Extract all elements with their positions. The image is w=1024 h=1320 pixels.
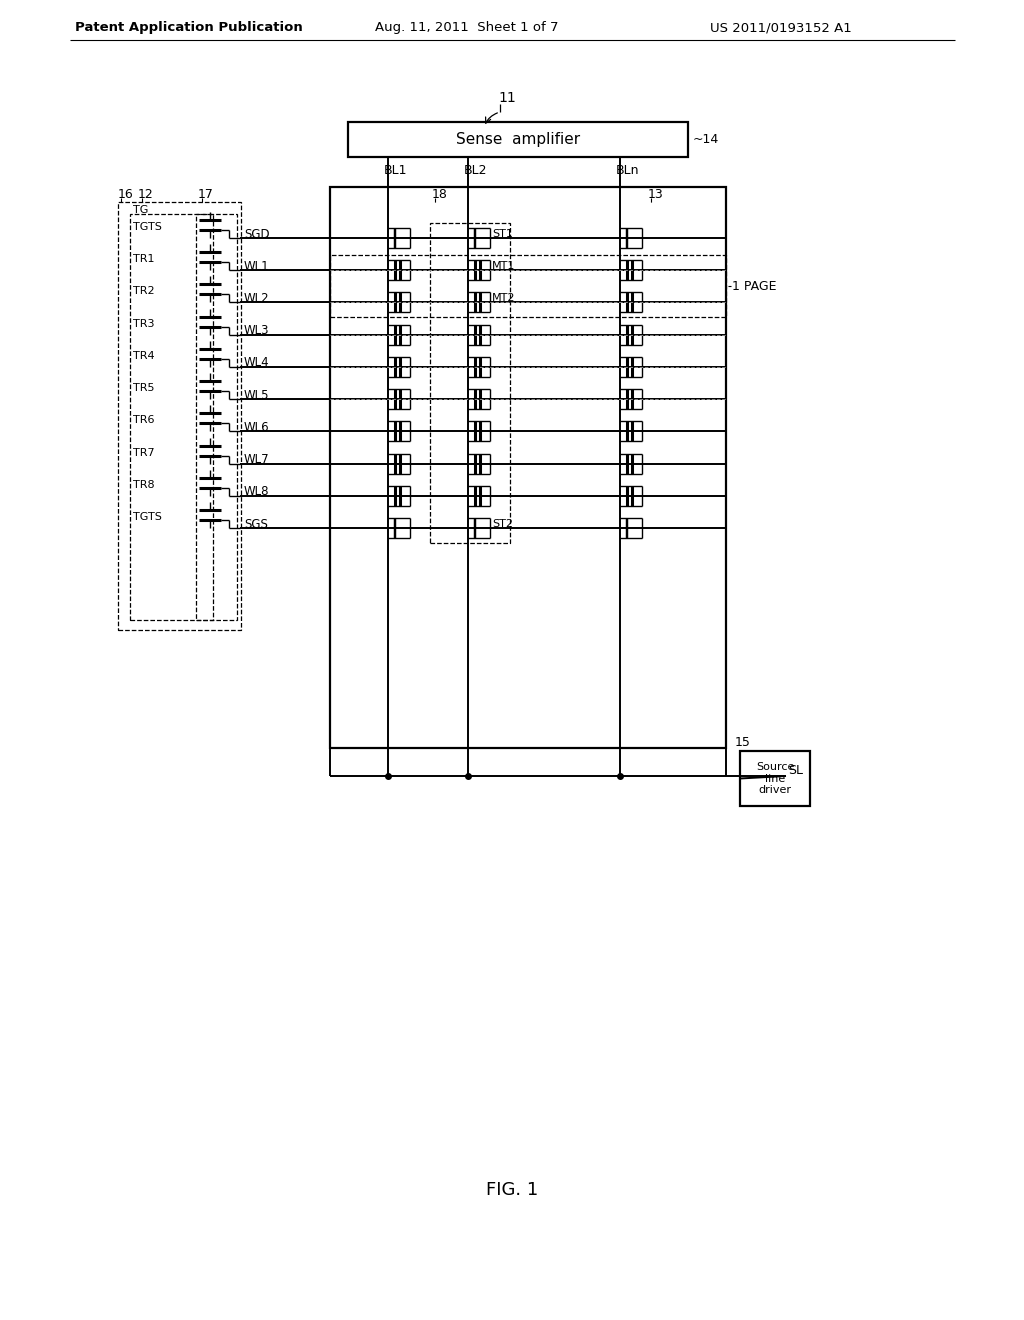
Text: Sense  amplifier: Sense amplifier — [456, 132, 580, 147]
Bar — [118, 202, 241, 630]
Text: TR6: TR6 — [133, 416, 155, 425]
Bar — [130, 214, 213, 620]
Text: TR1: TR1 — [133, 255, 155, 264]
Bar — [430, 223, 510, 543]
Text: ST2: ST2 — [492, 519, 513, 529]
Text: SGS: SGS — [244, 517, 268, 531]
Text: 1 PAGE: 1 PAGE — [732, 280, 776, 293]
Text: WL7: WL7 — [244, 453, 269, 466]
Text: 11: 11 — [498, 91, 516, 106]
Text: BL2: BL2 — [464, 165, 487, 177]
Text: FIG. 1: FIG. 1 — [485, 1181, 539, 1199]
Text: 13: 13 — [648, 187, 664, 201]
Text: Patent Application Publication: Patent Application Publication — [75, 21, 303, 34]
Text: TR3: TR3 — [133, 318, 155, 329]
Text: WL6: WL6 — [244, 421, 269, 434]
Text: TR7: TR7 — [133, 447, 155, 458]
Text: SGD: SGD — [244, 227, 269, 240]
Text: ST1: ST1 — [492, 228, 513, 239]
Text: WL3: WL3 — [244, 325, 269, 337]
Text: MT1: MT1 — [492, 261, 515, 271]
Text: Source
line
driver: Source line driver — [756, 762, 795, 795]
Text: TG: TG — [133, 205, 148, 215]
Text: Aug. 11, 2011  Sheet 1 of 7: Aug. 11, 2011 Sheet 1 of 7 — [375, 21, 558, 34]
Text: TGTS: TGTS — [133, 512, 162, 521]
Text: 15: 15 — [735, 737, 751, 750]
Text: TR8: TR8 — [133, 479, 155, 490]
Text: SL: SL — [788, 764, 803, 777]
Bar — [330, 187, 726, 748]
Text: 18: 18 — [432, 187, 447, 201]
Text: TR5: TR5 — [133, 383, 155, 393]
Text: WL2: WL2 — [244, 292, 269, 305]
Text: 16: 16 — [118, 187, 134, 201]
Text: WL4: WL4 — [244, 356, 269, 370]
Text: WL8: WL8 — [244, 486, 269, 498]
Text: TR4: TR4 — [133, 351, 155, 360]
Text: WL1: WL1 — [244, 260, 269, 273]
Text: TR2: TR2 — [133, 286, 155, 297]
Text: 17: 17 — [198, 187, 214, 201]
Bar — [330, 255, 726, 317]
Text: ~14: ~14 — [693, 133, 719, 147]
Text: BL1: BL1 — [384, 165, 408, 177]
Text: MT2: MT2 — [492, 293, 515, 304]
Bar — [196, 214, 237, 620]
Text: US 2011/0193152 A1: US 2011/0193152 A1 — [710, 21, 852, 34]
Text: TGTS: TGTS — [133, 222, 162, 232]
Bar — [348, 121, 688, 157]
Text: 12: 12 — [138, 187, 154, 201]
Text: WL5: WL5 — [244, 388, 269, 401]
Bar — [740, 751, 810, 807]
Text: BLn: BLn — [616, 165, 640, 177]
